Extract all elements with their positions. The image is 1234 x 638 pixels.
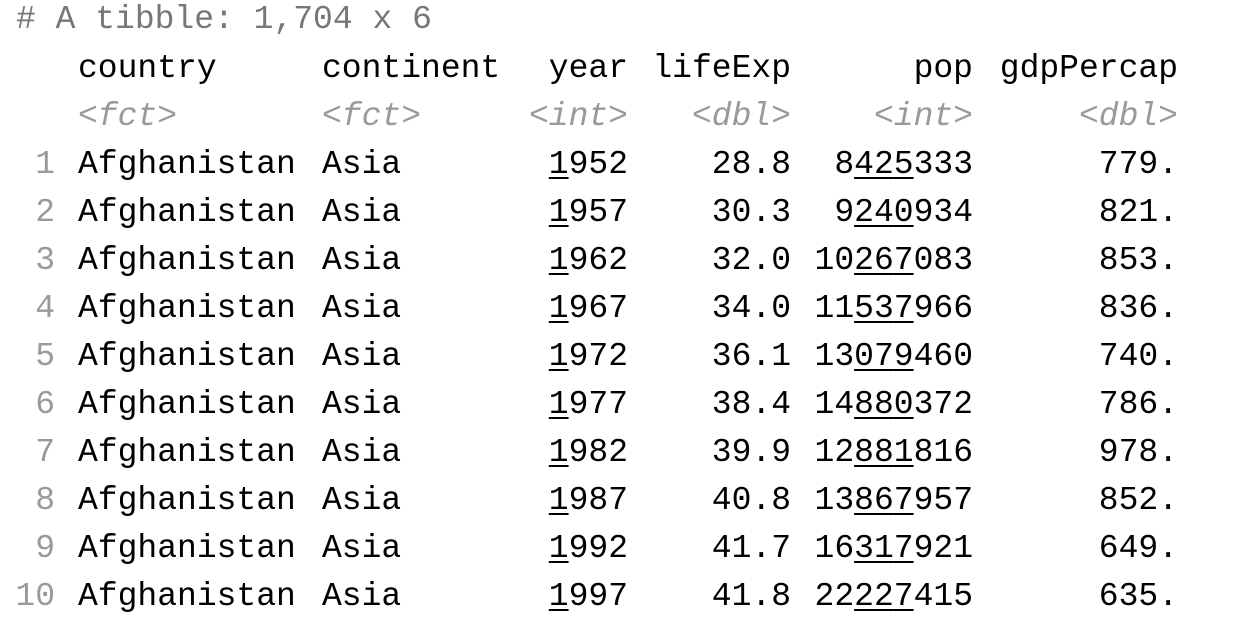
cell: Asia [322, 146, 402, 183]
cell: 1967 [548, 290, 628, 327]
row-number: 2 [35, 194, 55, 231]
column-type: <fct> [78, 98, 178, 135]
cell: 32.0 [711, 242, 791, 279]
column-header: continent [322, 50, 501, 87]
cell: 852. [1098, 482, 1178, 519]
cell: 10267083 [814, 242, 974, 279]
column-header: gdpPercap [999, 50, 1178, 87]
row-number: 9 [35, 530, 55, 567]
cell: 635. [1098, 578, 1178, 615]
cell: Afghanistan [78, 578, 296, 615]
cell: 30.3 [711, 194, 791, 231]
cell: Asia [322, 434, 402, 471]
cell: 39.9 [711, 434, 791, 471]
row-number: 3 [35, 242, 55, 279]
cell: 11537966 [814, 290, 974, 327]
cell: 1952 [548, 146, 628, 183]
cell: 1962 [548, 242, 628, 279]
cell: 12881816 [814, 434, 974, 471]
cell: Asia [322, 338, 402, 375]
cell: Afghanistan [78, 338, 296, 375]
cell: Asia [322, 482, 402, 519]
cell: Afghanistan [78, 290, 296, 327]
cell: 40.8 [711, 482, 791, 519]
cell: 1977 [548, 386, 628, 423]
column-header: year [548, 50, 628, 87]
cell: Asia [322, 386, 402, 423]
column-type: <fct> [322, 98, 422, 135]
cell: 836. [1098, 290, 1178, 327]
cell: Afghanistan [78, 146, 296, 183]
cell: Asia [322, 242, 402, 279]
cell: 13079460 [814, 338, 974, 375]
cell: 14880372 [814, 386, 974, 423]
cell: 34.0 [711, 290, 791, 327]
column-type: <int> [873, 98, 973, 135]
cell: Asia [322, 290, 402, 327]
row-number: 1 [35, 146, 55, 183]
tibble-title: # A tibble: 1,704 x 6 [16, 1, 432, 38]
cell: Afghanistan [78, 386, 296, 423]
cell: 9240934 [834, 194, 973, 231]
cell: 853. [1098, 242, 1178, 279]
row-number: 4 [35, 290, 55, 327]
row-number: 5 [35, 338, 55, 375]
cell: Afghanistan [78, 242, 296, 279]
row-number: 6 [35, 386, 55, 423]
cell: 779. [1098, 146, 1178, 183]
cell: 1982 [548, 434, 628, 471]
row-number: 8 [35, 482, 55, 519]
cell: 978. [1098, 434, 1178, 471]
cell: 13867957 [814, 482, 974, 519]
cell: 1972 [548, 338, 628, 375]
column-type: <dbl> [1078, 98, 1178, 135]
cell: 36.1 [711, 338, 791, 375]
row-number: 10 [15, 578, 55, 615]
cell: Asia [322, 578, 402, 615]
cell: 1957 [548, 194, 628, 231]
row-number: 7 [35, 434, 55, 471]
cell: 740. [1098, 338, 1178, 375]
cell: Asia [322, 194, 402, 231]
cell: 28.8 [711, 146, 791, 183]
cell: 821. [1098, 194, 1178, 231]
column-header: lifeExp [652, 50, 791, 87]
cell: 1987 [548, 482, 628, 519]
column-type: <int> [528, 98, 628, 135]
cell: Afghanistan [78, 482, 296, 519]
cell: 16317921 [814, 530, 974, 567]
cell: 649. [1098, 530, 1178, 567]
cell: 1992 [548, 530, 628, 567]
cell: Afghanistan [78, 434, 296, 471]
cell: 8425333 [834, 146, 973, 183]
column-type: <dbl> [691, 98, 791, 135]
cell: 41.8 [711, 578, 791, 615]
cell: Afghanistan [78, 530, 296, 567]
cell: 786. [1098, 386, 1178, 423]
column-header: country [78, 50, 217, 87]
cell: 22227415 [814, 578, 974, 615]
cell: 38.4 [711, 386, 791, 423]
column-header: pop [913, 50, 973, 87]
cell: 41.7 [711, 530, 791, 567]
cell: Afghanistan [78, 194, 296, 231]
cell: Asia [322, 530, 402, 567]
cell: 1997 [548, 578, 628, 615]
